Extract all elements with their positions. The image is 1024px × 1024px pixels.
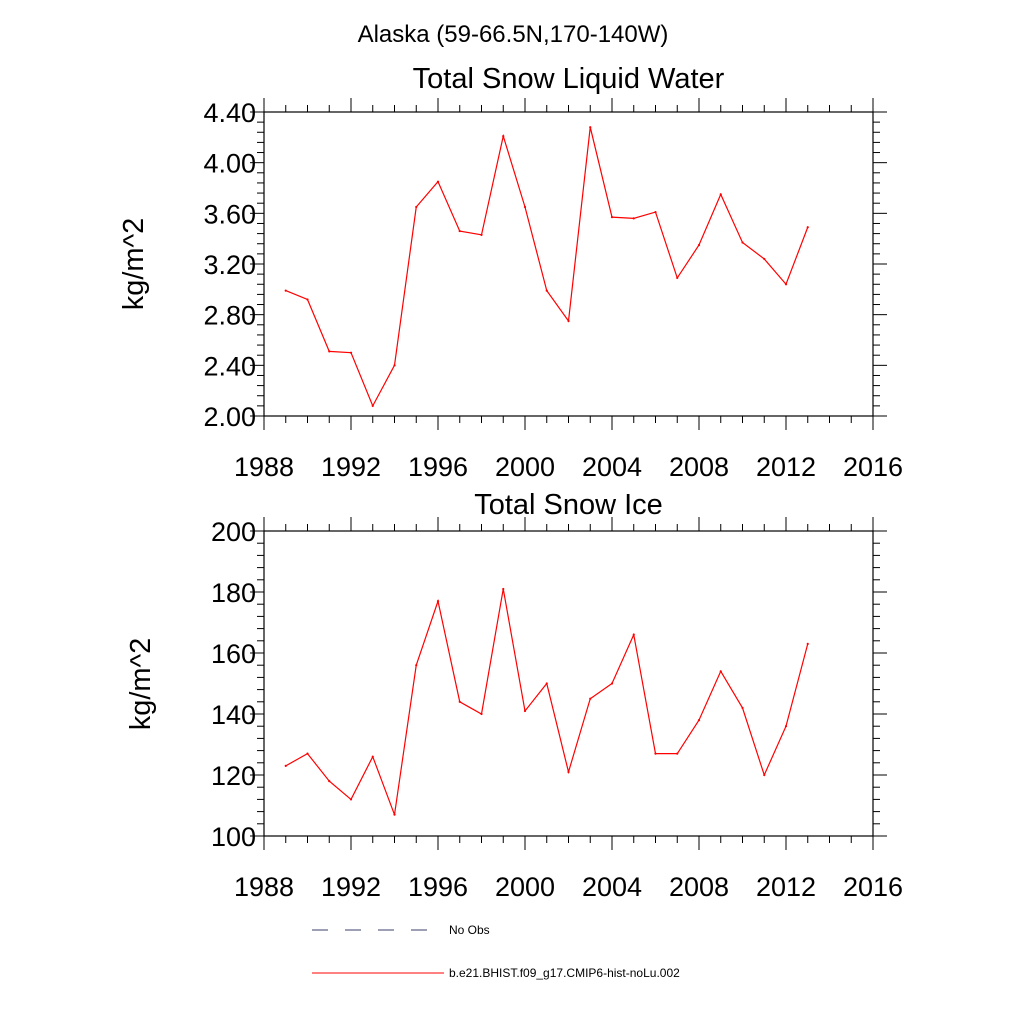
data-point	[349, 798, 353, 801]
x-tick-label: 2004	[582, 452, 642, 482]
data-point	[545, 682, 548, 685]
data-point	[654, 210, 657, 214]
x-tick-label: 1996	[408, 452, 468, 482]
chart-title: Total Snow Ice	[474, 489, 663, 521]
y-tick-label: 120	[211, 761, 256, 791]
x-tick-label: 2000	[495, 872, 555, 902]
y-tick-label: 2.00	[203, 402, 256, 432]
data-point	[480, 233, 483, 236]
y-tick-label: 180	[211, 578, 256, 608]
chart-panel-2: Total Snow Ice kg/m^2 1988 1992 1996 2000 2004…	[125, 489, 903, 902]
data-point	[567, 770, 570, 774]
x-tick-label: 2016	[843, 872, 903, 902]
series-line-1	[285, 588, 809, 815]
data-point	[806, 226, 809, 229]
x-tick-label: 1988	[234, 872, 294, 902]
data-point	[371, 404, 374, 407]
data-point	[719, 193, 722, 196]
legend-label-2: b.e21.BHIST.f09_g17.CMIP6-hist-noLu.002	[449, 966, 680, 980]
data-point	[719, 670, 722, 673]
legend-label-1: No Obs	[449, 923, 490, 937]
data-point	[458, 229, 461, 233]
data-point	[415, 664, 418, 667]
x-tick-label: 2012	[756, 452, 816, 482]
data-point	[610, 216, 614, 219]
data-point	[763, 773, 766, 777]
y-tick-label: 4.40	[203, 98, 256, 128]
data-point	[697, 243, 701, 247]
x-tick-label: 2008	[669, 872, 729, 902]
data-point	[741, 241, 744, 244]
x-tick-label: 1988	[234, 452, 294, 482]
data-point	[436, 180, 440, 183]
y-tick-label: 2.80	[203, 301, 256, 331]
data-point	[523, 709, 527, 713]
data-point	[306, 752, 309, 755]
x-tick-label: 1992	[321, 872, 381, 902]
data-point	[436, 600, 440, 603]
data-point	[589, 697, 592, 700]
data-point	[784, 283, 788, 286]
data-point	[763, 257, 766, 261]
y-tick-label: 160	[211, 639, 256, 669]
y-tick-label: 140	[211, 700, 256, 730]
data-point	[784, 725, 788, 728]
data-point	[632, 633, 635, 636]
data-point	[545, 289, 548, 292]
x-tick-label: 2008	[669, 452, 729, 482]
data-point	[610, 682, 614, 685]
x-tick-label: 1992	[321, 452, 381, 482]
x-tick-label: 2000	[495, 452, 555, 482]
data-point	[480, 712, 483, 716]
y-tick-label: 200	[211, 517, 256, 547]
y-tick-label: 3.60	[203, 199, 256, 229]
data-point	[415, 205, 418, 209]
figure-suptitle: Alaska (59-66.5N,170-140W)	[358, 21, 669, 48]
data-point	[676, 276, 679, 280]
x-tick-label: 1996	[408, 872, 468, 902]
data-point	[567, 319, 570, 323]
y-tick-label: 3.20	[203, 250, 256, 280]
data-point	[284, 764, 287, 767]
data-point	[654, 752, 657, 755]
data-point	[676, 752, 679, 755]
series-line-1	[285, 127, 809, 408]
x-tick-label: 2004	[582, 872, 642, 902]
data-point	[502, 587, 505, 591]
data-point	[523, 205, 527, 209]
data-point	[371, 755, 374, 758]
data-point	[632, 217, 635, 220]
x-tick-label: 2016	[843, 452, 903, 482]
data-point	[741, 706, 744, 710]
chart-title: Total Snow Liquid Water	[413, 63, 725, 95]
legend: No Obs b.e21.BHIST.f09_g17.CMIP6-hist-noL…	[312, 923, 680, 980]
data-point	[393, 813, 396, 816]
x-tick-label: 2012	[756, 872, 816, 902]
data-point	[806, 642, 809, 645]
y-axis-label: kg/m^2	[125, 638, 157, 731]
data-point	[697, 719, 701, 722]
data-point	[589, 126, 592, 129]
chart-panel-1: Total Snow Liquid Water kg/m^2 1988 1992 199…	[118, 63, 903, 482]
y-tick-label: 2.40	[203, 351, 256, 381]
plot-frame	[263, 111, 874, 417]
data-point	[328, 350, 331, 353]
y-tick-label: 100	[211, 822, 256, 852]
data-point	[349, 351, 353, 354]
data-point	[328, 780, 331, 783]
data-point	[306, 298, 309, 301]
data-point	[502, 134, 505, 138]
data-point	[458, 700, 461, 703]
y-tick-label: 4.00	[203, 149, 256, 179]
y-axis-label: kg/m^2	[118, 218, 150, 311]
data-point	[284, 289, 287, 292]
data-point	[393, 364, 396, 367]
